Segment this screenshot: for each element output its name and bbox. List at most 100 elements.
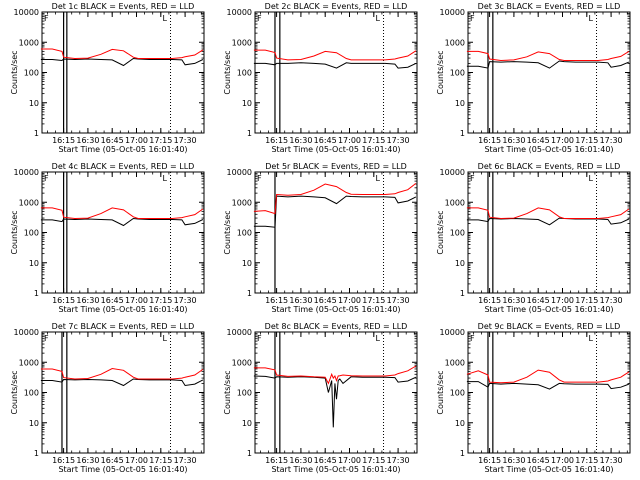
series-line-events bbox=[40, 378, 204, 387]
x-tick-label: 16:30 bbox=[502, 136, 525, 145]
x-tick-label: 16:15 bbox=[478, 296, 501, 305]
series-line-events bbox=[466, 217, 630, 226]
panel-title: Det 6c BLACK = Events, RED = LLD bbox=[478, 162, 621, 171]
x-tick-label: 16:15 bbox=[478, 136, 501, 145]
y-axis-label: Counts/sec bbox=[223, 50, 232, 94]
y-tick-label: 10 bbox=[29, 99, 39, 108]
y-axis-label: Counts/sec bbox=[436, 370, 445, 414]
panel-det-6c: Det 6c BLACK = Events, RED = LLD 1 10 100 10… bbox=[436, 162, 631, 314]
y-tick-label: 1 bbox=[247, 289, 252, 298]
x-tick-label: 16:30 bbox=[289, 136, 312, 145]
y-tick-label: 1 bbox=[247, 449, 252, 458]
x-tick-label: 17:30 bbox=[387, 296, 410, 305]
series-line-events bbox=[466, 381, 630, 390]
corner-label-l: L bbox=[376, 14, 381, 23]
series-line-lld bbox=[40, 207, 204, 220]
x-tick-label: 16:30 bbox=[289, 456, 312, 465]
x-tick-label: 17:15 bbox=[575, 456, 598, 465]
y-axis-label: Counts/sec bbox=[436, 210, 445, 254]
corner-label-l: L bbox=[163, 14, 168, 23]
y-tick-label: 100 bbox=[237, 389, 252, 398]
corner-label-l: L bbox=[163, 174, 168, 183]
x-tick-label: 16:45 bbox=[314, 136, 337, 145]
x-tick-label: 17:15 bbox=[149, 296, 172, 305]
x-tick-label: 16:45 bbox=[101, 456, 124, 465]
x-tick-label: 17:30 bbox=[600, 136, 623, 145]
y-tick-label: 100 bbox=[450, 229, 465, 238]
panel-det-1c: Det 1c BLACK = Events, RED = LLD 1 10 100 10… bbox=[10, 2, 205, 154]
y-tick-label: 1000 bbox=[445, 358, 465, 367]
y-tick-label: 10 bbox=[455, 259, 465, 268]
y-tick-label: 10000 bbox=[440, 328, 465, 337]
y-axis-label: Counts/sec bbox=[10, 210, 19, 254]
y-tick-label: 10000 bbox=[14, 328, 39, 337]
x-axis-label: Start Time (05-Oct-05 16:01:40) bbox=[271, 465, 400, 474]
plot-frame bbox=[254, 171, 418, 294]
corner-label-f: F bbox=[470, 334, 475, 343]
series-line-lld bbox=[466, 50, 630, 62]
panel-title: Det 4c BLACK = Events, RED = LLD bbox=[52, 162, 195, 171]
x-tick-label: 17:30 bbox=[174, 136, 197, 145]
series-line-events bbox=[466, 60, 630, 69]
x-tick-label: 16:30 bbox=[76, 296, 99, 305]
y-tick-label: 10000 bbox=[227, 168, 252, 177]
y-tick-label: 1 bbox=[34, 289, 39, 298]
y-tick-label: 1000 bbox=[232, 358, 252, 367]
panel-title: Det 1c BLACK = Events, RED = LLD bbox=[52, 2, 195, 11]
x-tick-label: 17:30 bbox=[600, 296, 623, 305]
corner-label-l: L bbox=[589, 334, 594, 343]
x-tick-label: 17:00 bbox=[338, 136, 361, 145]
x-axis-label: Start Time (05-Oct-05 16:01:40) bbox=[58, 465, 187, 474]
x-tick-label: 17:00 bbox=[125, 296, 148, 305]
y-tick-label: 100 bbox=[24, 389, 39, 398]
panel-det-4c: Det 4c BLACK = Events, RED = LLD 1 10 100 10… bbox=[10, 162, 205, 314]
x-tick-label: 17:30 bbox=[387, 456, 410, 465]
x-tick-label: 17:00 bbox=[551, 136, 574, 145]
y-tick-label: 1 bbox=[460, 289, 465, 298]
x-tick-label: 17:30 bbox=[174, 456, 197, 465]
corner-label-f: F bbox=[257, 174, 262, 183]
corner-label-f: F bbox=[257, 14, 262, 23]
x-tick-label: 16:45 bbox=[314, 456, 337, 465]
y-tick-label: 1000 bbox=[445, 38, 465, 47]
x-axis-label: Start Time (05-Oct-05 16:01:40) bbox=[484, 305, 613, 314]
y-tick-label: 1 bbox=[247, 129, 252, 138]
x-tick-label: 16:30 bbox=[502, 296, 525, 305]
x-tick-label: 17:00 bbox=[551, 456, 574, 465]
x-tick-label: 17:30 bbox=[174, 296, 197, 305]
x-tick-label: 17:00 bbox=[125, 456, 148, 465]
y-tick-label: 100 bbox=[450, 69, 465, 78]
y-tick-label: 1000 bbox=[232, 198, 252, 207]
x-axis-label: Start Time (05-Oct-05 16:01:40) bbox=[271, 305, 400, 314]
series-line-lld bbox=[253, 183, 417, 215]
series-line-lld bbox=[466, 207, 630, 220]
series-line-lld bbox=[40, 367, 204, 380]
panel-det-7c: Det 7c BLACK = Events, RED = LLD 1 10 100 10… bbox=[10, 322, 205, 474]
panel-det-2c: Det 2c BLACK = Events, RED = LLD 1 10 100 10… bbox=[223, 2, 418, 154]
y-tick-label: 1 bbox=[460, 129, 465, 138]
x-tick-label: 16:15 bbox=[52, 136, 75, 145]
x-tick-label: 17:15 bbox=[362, 456, 385, 465]
x-tick-label: 16:15 bbox=[52, 296, 75, 305]
x-tick-label: 16:15 bbox=[265, 296, 288, 305]
x-tick-label: 16:30 bbox=[76, 456, 99, 465]
y-tick-label: 100 bbox=[450, 389, 465, 398]
series-line-events bbox=[253, 62, 417, 69]
x-axis-label: Start Time (05-Oct-05 16:01:40) bbox=[58, 305, 187, 314]
y-tick-label: 1000 bbox=[19, 38, 39, 47]
y-tick-label: 10000 bbox=[440, 168, 465, 177]
x-tick-label: 17:15 bbox=[575, 136, 598, 145]
x-tick-label: 17:15 bbox=[149, 456, 172, 465]
x-tick-label: 17:30 bbox=[600, 456, 623, 465]
x-tick-label: 17:30 bbox=[387, 136, 410, 145]
x-tick-label: 17:00 bbox=[338, 296, 361, 305]
y-axis-label: Counts/sec bbox=[10, 370, 19, 414]
y-tick-label: 10000 bbox=[14, 8, 39, 17]
series-line-lld bbox=[40, 48, 204, 60]
corner-label-l: L bbox=[589, 174, 594, 183]
corner-label-f: F bbox=[470, 174, 475, 183]
y-tick-label: 10000 bbox=[227, 328, 252, 337]
corner-label-f: F bbox=[44, 14, 49, 23]
x-tick-label: 16:45 bbox=[314, 296, 337, 305]
